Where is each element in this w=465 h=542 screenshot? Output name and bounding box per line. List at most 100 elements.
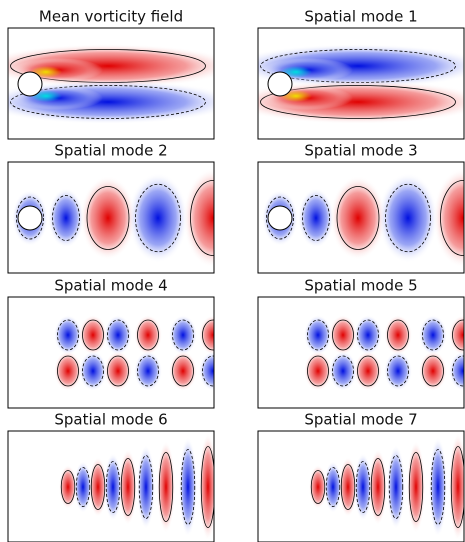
- panel: [257, 27, 465, 140]
- vortex: [384, 351, 412, 391]
- vortex: [329, 351, 357, 391]
- vortex: [309, 465, 327, 509]
- contour: [10, 85, 206, 119]
- panel-frame: [257, 161, 465, 274]
- vortex: [104, 453, 122, 521]
- panel-title: Spatial mode 2: [54, 142, 167, 160]
- contour: [307, 319, 329, 351]
- vortex: [74, 461, 92, 513]
- contour: [422, 355, 444, 387]
- contour: [138, 455, 154, 519]
- contour: [190, 180, 214, 256]
- field: [54, 315, 214, 391]
- vortex: [183, 168, 214, 268]
- contour: [82, 319, 104, 351]
- vortex: [339, 457, 357, 517]
- vortex: [419, 315, 447, 355]
- vortex: [387, 445, 405, 529]
- contour: [408, 452, 424, 522]
- contour: [332, 355, 354, 387]
- panel: [7, 430, 215, 542]
- cylinder: [17, 71, 43, 97]
- panel-title: Mean vorticity field: [39, 8, 183, 26]
- panel-frame: [257, 27, 465, 140]
- contour: [332, 319, 354, 351]
- panel-frame: [7, 161, 215, 274]
- contour: [137, 319, 159, 351]
- vortex: [429, 437, 447, 537]
- contour: [202, 355, 214, 387]
- cylinder: [267, 71, 293, 97]
- contour: [357, 319, 379, 351]
- contour: [302, 195, 330, 241]
- panel: [7, 161, 215, 274]
- vortex: [433, 168, 464, 268]
- vortex: [104, 351, 132, 391]
- panel-frame: [7, 296, 215, 409]
- vortex: [384, 315, 412, 355]
- contour: [388, 455, 404, 519]
- contour: [202, 319, 214, 351]
- contour: [180, 449, 196, 525]
- contour: [385, 183, 431, 253]
- vortex: [179, 437, 197, 537]
- panel-title: Spatial mode 6: [54, 411, 167, 429]
- contour: [52, 195, 80, 241]
- contour: [82, 355, 104, 387]
- vortex: [199, 351, 214, 391]
- contour: [107, 319, 129, 351]
- contour: [387, 319, 409, 351]
- cylinder: [267, 205, 293, 231]
- field: [258, 44, 464, 124]
- contour: [357, 355, 379, 387]
- vortex: [80, 176, 136, 260]
- vortex: [324, 461, 342, 513]
- panel-title: Spatial mode 4: [54, 277, 167, 295]
- panel: [257, 296, 465, 409]
- field: [8, 44, 214, 124]
- vortex: [48, 188, 84, 248]
- vortex: [354, 453, 372, 521]
- panel: [257, 161, 465, 274]
- vortex: [298, 188, 334, 248]
- panel-title: Spatial mode 7: [304, 411, 417, 429]
- field: [304, 315, 464, 391]
- contour: [260, 85, 456, 119]
- vortex: [169, 351, 197, 391]
- cylinder: [17, 205, 43, 231]
- contour: [307, 355, 329, 387]
- contour: [200, 446, 214, 528]
- vortex: [79, 315, 107, 355]
- vortex: [330, 176, 386, 260]
- contour: [440, 180, 464, 256]
- contour: [452, 319, 464, 351]
- contour: [158, 452, 174, 522]
- contour: [370, 458, 386, 516]
- vortex: [104, 315, 132, 355]
- contour: [266, 196, 294, 240]
- vortex: [449, 315, 464, 355]
- contour: [422, 319, 444, 351]
- contour: [137, 355, 159, 387]
- field: [262, 168, 464, 268]
- vortex: [137, 445, 155, 529]
- field: [59, 433, 214, 541]
- panel-frame: [257, 430, 465, 542]
- vortex: [134, 351, 162, 391]
- panel: [7, 27, 215, 140]
- contour: [57, 319, 79, 351]
- vortex: [419, 351, 447, 391]
- field: [309, 433, 464, 541]
- vortex: [59, 465, 77, 509]
- vortex: [54, 315, 82, 355]
- vortex: [378, 173, 438, 263]
- contour: [135, 183, 181, 253]
- contour: [120, 458, 136, 516]
- vortex: [169, 315, 197, 355]
- vortex: [79, 351, 107, 391]
- panel-frame: [7, 27, 215, 140]
- vortex: [128, 173, 188, 263]
- panel: [7, 296, 215, 409]
- vortex: [89, 457, 107, 517]
